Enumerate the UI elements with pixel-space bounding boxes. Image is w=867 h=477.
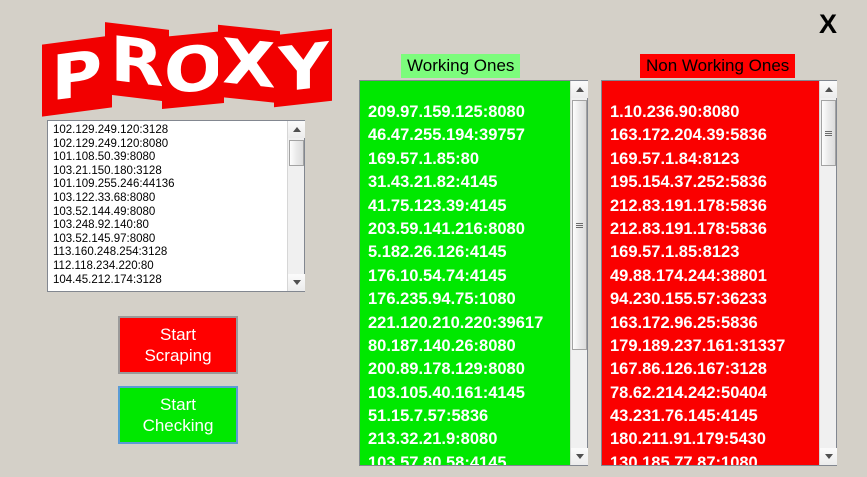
logo-letter: O (163, 31, 223, 109)
non-working-proxy-row[interactable]: 212.83.191.178:5836 (610, 196, 767, 215)
scraped-proxy-row[interactable]: 102.129.249.120:3128 (53, 124, 169, 136)
working-proxy-row[interactable]: 31.43.21.82:4145 (368, 173, 498, 192)
non-working-proxy-row[interactable]: 169.57.1.84:8123 (610, 149, 740, 168)
logo-letter-tile: R (105, 22, 169, 102)
logo-letter-tile: X (218, 24, 280, 104)
working-proxy-row[interactable]: 176.235.94.75:1080 (368, 290, 516, 309)
working-proxy-row[interactable]: 5.182.26.126:4145 (368, 243, 507, 262)
logo-letter: R (110, 22, 164, 102)
scraped-proxy-row[interactable]: 101.109.255.246:44136 (53, 178, 175, 191)
scraped-proxy-row[interactable]: 103.52.144.49:8080 (53, 205, 156, 218)
non-working-proxy-row[interactable]: 169.57.1.85:8123 (610, 243, 740, 262)
logo-letter-tile: P (42, 35, 112, 117)
working-proxy-row[interactable]: 209.97.159.125:8080 (368, 103, 525, 121)
scraped-proxy-row[interactable]: 103.21.150.180:3128 (53, 164, 162, 177)
non-working-proxy-row[interactable]: 49.88.174.244:38801 (610, 266, 767, 285)
non-working-proxy-row[interactable]: 78.62.214.242:50404 (610, 383, 767, 402)
logo-letter-tile: O (162, 31, 224, 109)
proxy-logo: P R O X Y (42, 18, 332, 117)
start-checking-label-line2: Checking (142, 416, 214, 435)
scrollbar-up-button[interactable] (820, 81, 837, 98)
non-working-ones-header: Non Working Ones (640, 54, 796, 78)
scraped-proxy-row[interactable]: 103.248.92.140:80 (53, 219, 149, 232)
scrollbar-up-button[interactable] (288, 121, 305, 138)
non-working-proxy-row[interactable]: 167.86.126.167:3128 (610, 360, 767, 379)
scraped-list-scrollbar[interactable] (287, 121, 305, 291)
working-list-scrollbar[interactable] (570, 81, 588, 465)
triangle-up-icon (824, 87, 833, 92)
scrollbar-down-button[interactable] (820, 448, 837, 465)
working-proxy-row[interactable]: 176.10.54.74:4145 (368, 266, 507, 285)
working-proxy-row[interactable]: 203.59.141.216:8080 (368, 219, 525, 238)
non-working-proxy-row[interactable]: 1.10.236.90:8080 (610, 103, 740, 121)
scraped-proxy-row[interactable]: 103.122.33.68:8080 (53, 191, 156, 204)
scraped-proxies-list[interactable]: 102.129.249.120:3128 102.129.249.120:8080… (48, 121, 287, 291)
logo-letter: P (51, 35, 103, 116)
working-proxy-row[interactable]: 200.89.178.129:8080 (368, 360, 525, 379)
logo-letter-tile: Y (274, 28, 332, 108)
scrollbar-thumb[interactable] (572, 100, 587, 350)
triangle-up-icon (575, 87, 584, 92)
non-working-proxy-row[interactable]: 195.154.37.252:5836 (610, 173, 767, 192)
working-proxy-row[interactable]: 51.15.7.57:5836 (368, 407, 489, 426)
scrollbar-up-button[interactable] (571, 81, 588, 98)
logo-letter: Y (277, 28, 329, 107)
working-proxy-row[interactable]: 46.47.255.194:39757 (368, 126, 525, 145)
working-proxy-row[interactable]: 221.120.210.220:39617 (368, 313, 544, 332)
working-proxy-row[interactable]: 80.187.140.26:8080 (368, 336, 516, 355)
logo-letter: X (222, 24, 276, 103)
triangle-down-icon (824, 454, 833, 459)
non-working-proxy-row[interactable]: 180.211.91.179:5430 (610, 430, 766, 449)
triangle-up-icon (292, 127, 301, 132)
scrollbar-down-button[interactable] (288, 274, 305, 291)
start-scraping-label-line1: Start (160, 325, 196, 344)
scraped-proxy-row[interactable]: 113.160.248.254:3128 (53, 246, 168, 259)
working-proxy-row[interactable]: 103.57.80.58:4145 (368, 453, 507, 465)
non-working-proxy-row[interactable]: 179.189.237.161:31337 (610, 336, 786, 355)
start-scraping-button[interactable]: Start Scraping (118, 316, 238, 374)
scrollbar-thumb[interactable] (289, 140, 304, 166)
non-working-list-scrollbar[interactable] (819, 81, 837, 465)
scraped-proxy-row[interactable]: 104.45.212.174:3128 (53, 273, 162, 286)
start-scraping-label-line2: Scraping (144, 346, 212, 365)
close-icon: X (818, 8, 837, 39)
start-checking-label-line1: Start (160, 395, 196, 414)
working-ones-header: Working Ones (401, 54, 521, 78)
non-working-proxy-row[interactable]: 94.230.155.57:36233 (610, 290, 767, 309)
scraped-proxy-row[interactable]: 102.129.249.120:8080 (53, 137, 169, 150)
non-working-proxy-row[interactable]: 212.83.191.178:5836 (610, 219, 767, 238)
non-working-proxy-row[interactable]: 43.231.76.145:4145 (610, 407, 758, 426)
scrollbar-grip-icon (825, 130, 832, 137)
working-proxy-row[interactable]: 41.75.123.39:4145 (368, 196, 507, 215)
non-working-proxy-row[interactable]: 130.185.77.87:1080 (610, 453, 758, 465)
triangle-down-icon (575, 454, 584, 459)
triangle-down-icon (292, 280, 301, 285)
working-proxy-row[interactable]: 213.32.21.9:8080 (368, 430, 498, 449)
start-checking-button[interactable]: Start Checking (118, 386, 238, 444)
non-working-proxy-row[interactable]: 163.172.96.25:5836 (610, 313, 758, 332)
scraped-proxy-row[interactable]: 112.118.234.220:80 (53, 259, 154, 272)
scrollbar-down-button[interactable] (571, 448, 588, 465)
scrollbar-grip-icon (576, 222, 583, 229)
non-working-proxy-row[interactable]: 163.172.204.39:5836 (610, 126, 767, 145)
non-working-ones-panel[interactable]: 1.10.236.90:8080 163.172.204.39:5836 169.5… (601, 80, 837, 466)
scrollbar-thumb[interactable] (821, 100, 836, 166)
working-proxies-list[interactable]: 209.97.159.125:8080 46.47.255.194:39757 16… (360, 81, 570, 465)
working-proxy-row[interactable]: 169.57.1.85:80 (368, 149, 480, 168)
working-ones-panel[interactable]: 209.97.159.125:8080 46.47.255.194:39757 16… (359, 80, 588, 466)
scraped-proxies-listbox[interactable]: 102.129.249.120:3128 102.129.249.120:8080… (47, 120, 305, 292)
scraped-proxy-row[interactable]: 103.52.145.97:8080 (53, 232, 156, 245)
working-proxy-row[interactable]: 103.105.40.161:4145 (368, 383, 525, 402)
scraped-proxy-row[interactable]: 101.108.50.39:8080 (53, 151, 156, 164)
non-working-proxies-list[interactable]: 1.10.236.90:8080 163.172.204.39:5836 169.5… (602, 81, 819, 465)
close-button[interactable]: X (812, 8, 844, 40)
